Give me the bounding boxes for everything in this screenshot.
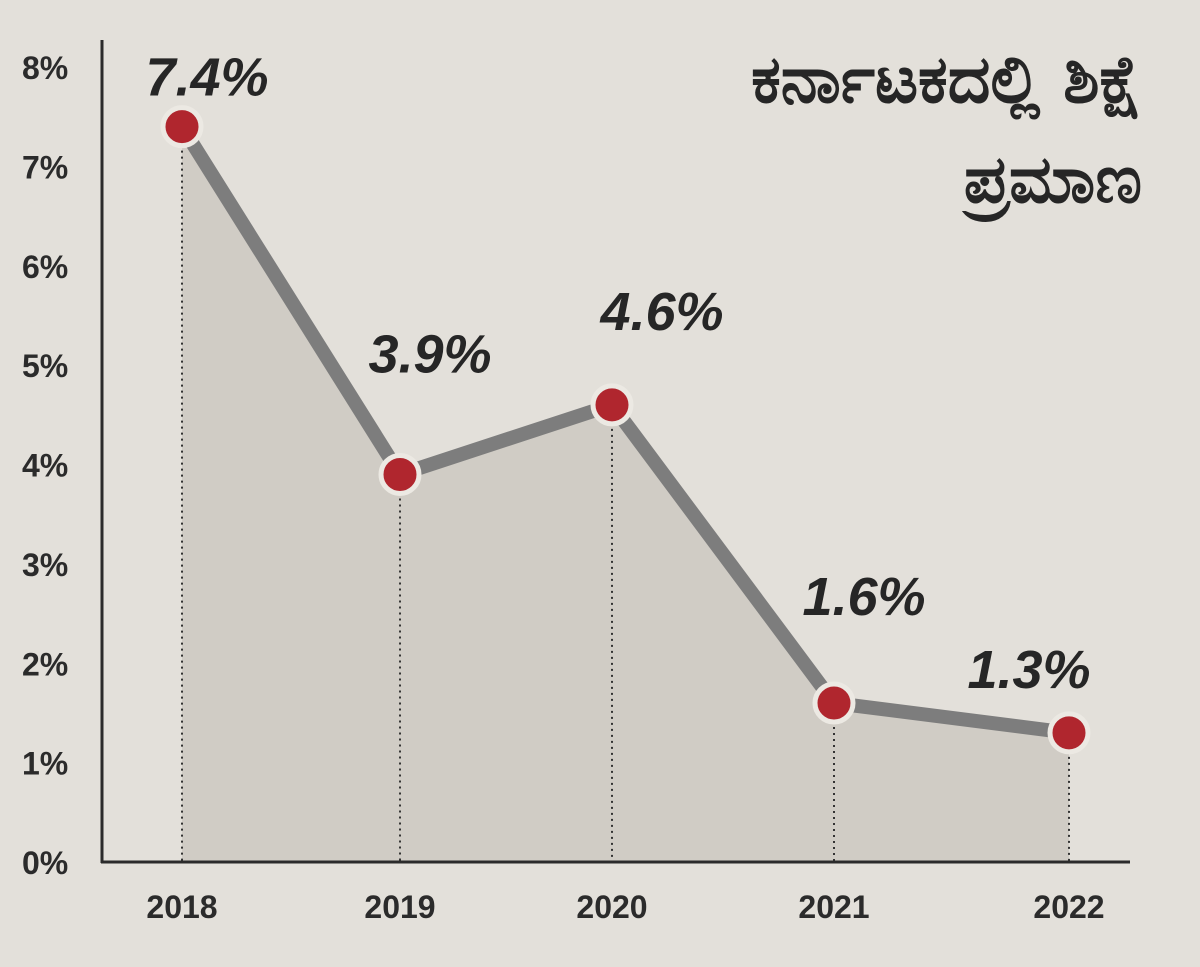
y-tick-label: 6% bbox=[22, 249, 68, 285]
x-tick-label: 2019 bbox=[364, 889, 435, 925]
data-label-2022: 1.3% bbox=[967, 640, 1090, 700]
data-point-2020 bbox=[590, 383, 634, 427]
y-tick-label: 3% bbox=[22, 547, 68, 583]
data-label-2021: 1.6% bbox=[802, 567, 925, 627]
chart-title-line-2: ಪ್ರಮಾಣ bbox=[962, 141, 1142, 223]
y-tick-label: 5% bbox=[22, 348, 68, 384]
x-tick-label: 2020 bbox=[576, 889, 647, 925]
dropline-layer bbox=[181, 126, 1070, 862]
y-tick-label: 0% bbox=[22, 845, 68, 881]
y-tick-label: 1% bbox=[22, 746, 68, 782]
area-layer bbox=[182, 126, 1069, 862]
data-label-2019: 3.9% bbox=[368, 324, 491, 384]
axis-layer: 0% 1% 2% 3% 4% 5% 6% 7% 8% 2018 2019 2020 2021 2022 bbox=[22, 40, 1130, 925]
data-point-2018 bbox=[160, 105, 204, 149]
data-point-2022 bbox=[1047, 711, 1091, 755]
y-tick-label: 4% bbox=[22, 448, 68, 484]
data-label-2020: 4.6% bbox=[599, 282, 723, 342]
y-tick-label: 8% bbox=[22, 50, 68, 86]
y-tick-label: 2% bbox=[22, 646, 68, 682]
data-label-2018: 7.4% bbox=[145, 48, 268, 108]
data-point-2019 bbox=[378, 452, 422, 496]
label-layer: 7.4% 3.9% 4.6% 1.6% 1.3% bbox=[145, 48, 1090, 700]
x-tick-label: 2021 bbox=[798, 889, 869, 925]
chart-title-line-1: ಕರ್ನಾಟಕದಲ್ಲಿ ಶಿಕ್ಷೆ bbox=[751, 41, 1142, 121]
x-tick-label: 2022 bbox=[1033, 889, 1104, 925]
y-tick-label: 7% bbox=[22, 149, 68, 185]
area-fill bbox=[182, 126, 1069, 862]
marker-layer bbox=[160, 105, 1091, 755]
data-point-2021 bbox=[812, 681, 856, 725]
x-tick-label: 2018 bbox=[146, 889, 217, 925]
